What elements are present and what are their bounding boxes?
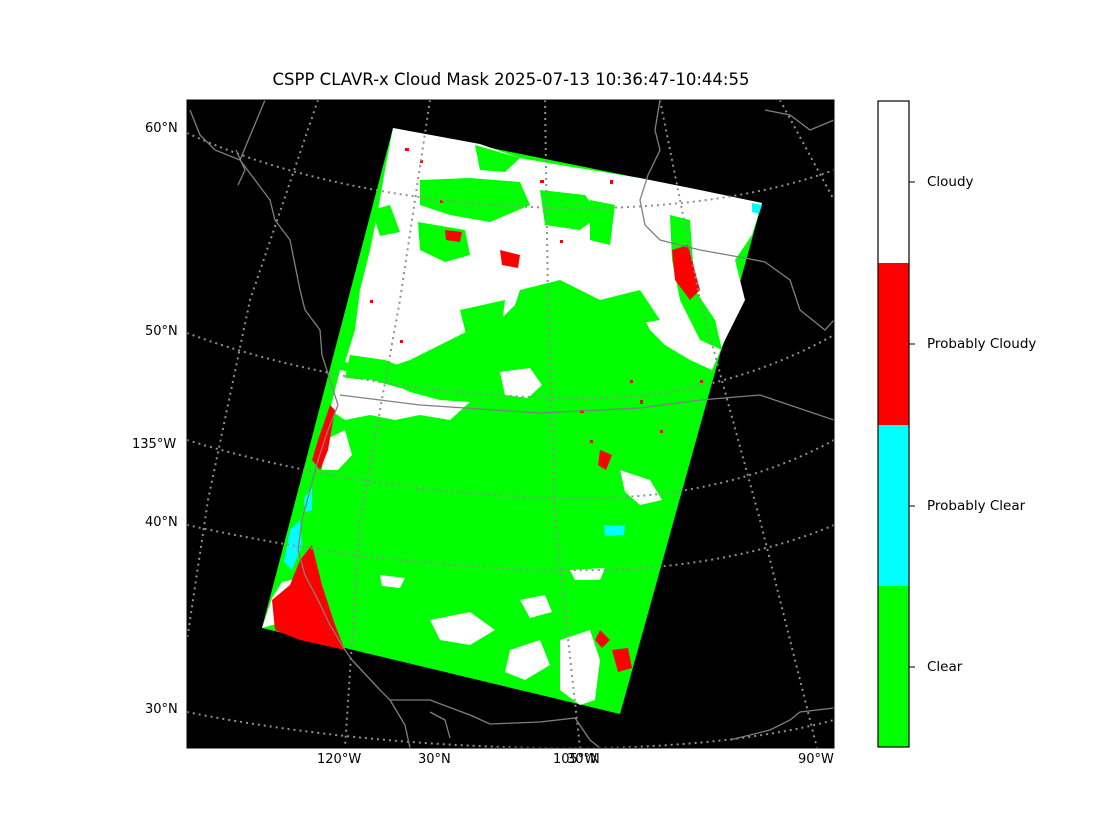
colorbar-segment-clear (878, 586, 909, 747)
parallel-60n (187, 132, 834, 210)
graticule (187, 100, 834, 748)
colorbar-segment-probably-clear (878, 425, 909, 586)
lat-label-40n: 40°N (145, 515, 178, 530)
lat-label-50n: 50°N (145, 324, 178, 339)
colorbar-segment-cloudy (878, 101, 909, 263)
colorbar-label-probably-clear: Probably Clear (927, 498, 1026, 514)
meridian-100w (779, 100, 834, 201)
colorbar-frame (877, 100, 910, 748)
map-title: CSPP CLAVR-x Cloud Mask 2025-07-13 10:36… (272, 70, 750, 89)
parallel-40n (187, 524, 834, 572)
meridian-115w (344, 100, 431, 748)
colorbar-segment-probably-cloudy (878, 263, 909, 425)
lon-label-135w: 135°W (132, 437, 177, 452)
probably-cloudy-regions (272, 230, 700, 672)
parallel-50n (187, 332, 834, 400)
lat-label-30n-bottom: 30°N (418, 752, 451, 767)
lon-label-90w: 90°W (798, 752, 834, 767)
colorbar-label-cloudy: Cloudy (927, 174, 974, 190)
lat-label-30n: 30°N (145, 702, 178, 717)
parallel-30n (187, 711, 834, 748)
map-frame (186, 99, 835, 749)
lat-label-60n: 60°N (145, 121, 178, 136)
colorbar-label-probably-cloudy: Probably Cloudy (927, 336, 1037, 352)
colorbar (877, 100, 915, 748)
colorbar-label-clear: Clear (927, 659, 963, 675)
lon-label-105w: 105°W (553, 752, 598, 767)
coastlines (189, 100, 834, 748)
meridian-110w (544, 100, 581, 748)
lon-label-120w: 120°W (317, 752, 362, 767)
lat-label-30n-overlap: 30°N (567, 752, 600, 767)
meridian-120w (187, 100, 319, 641)
